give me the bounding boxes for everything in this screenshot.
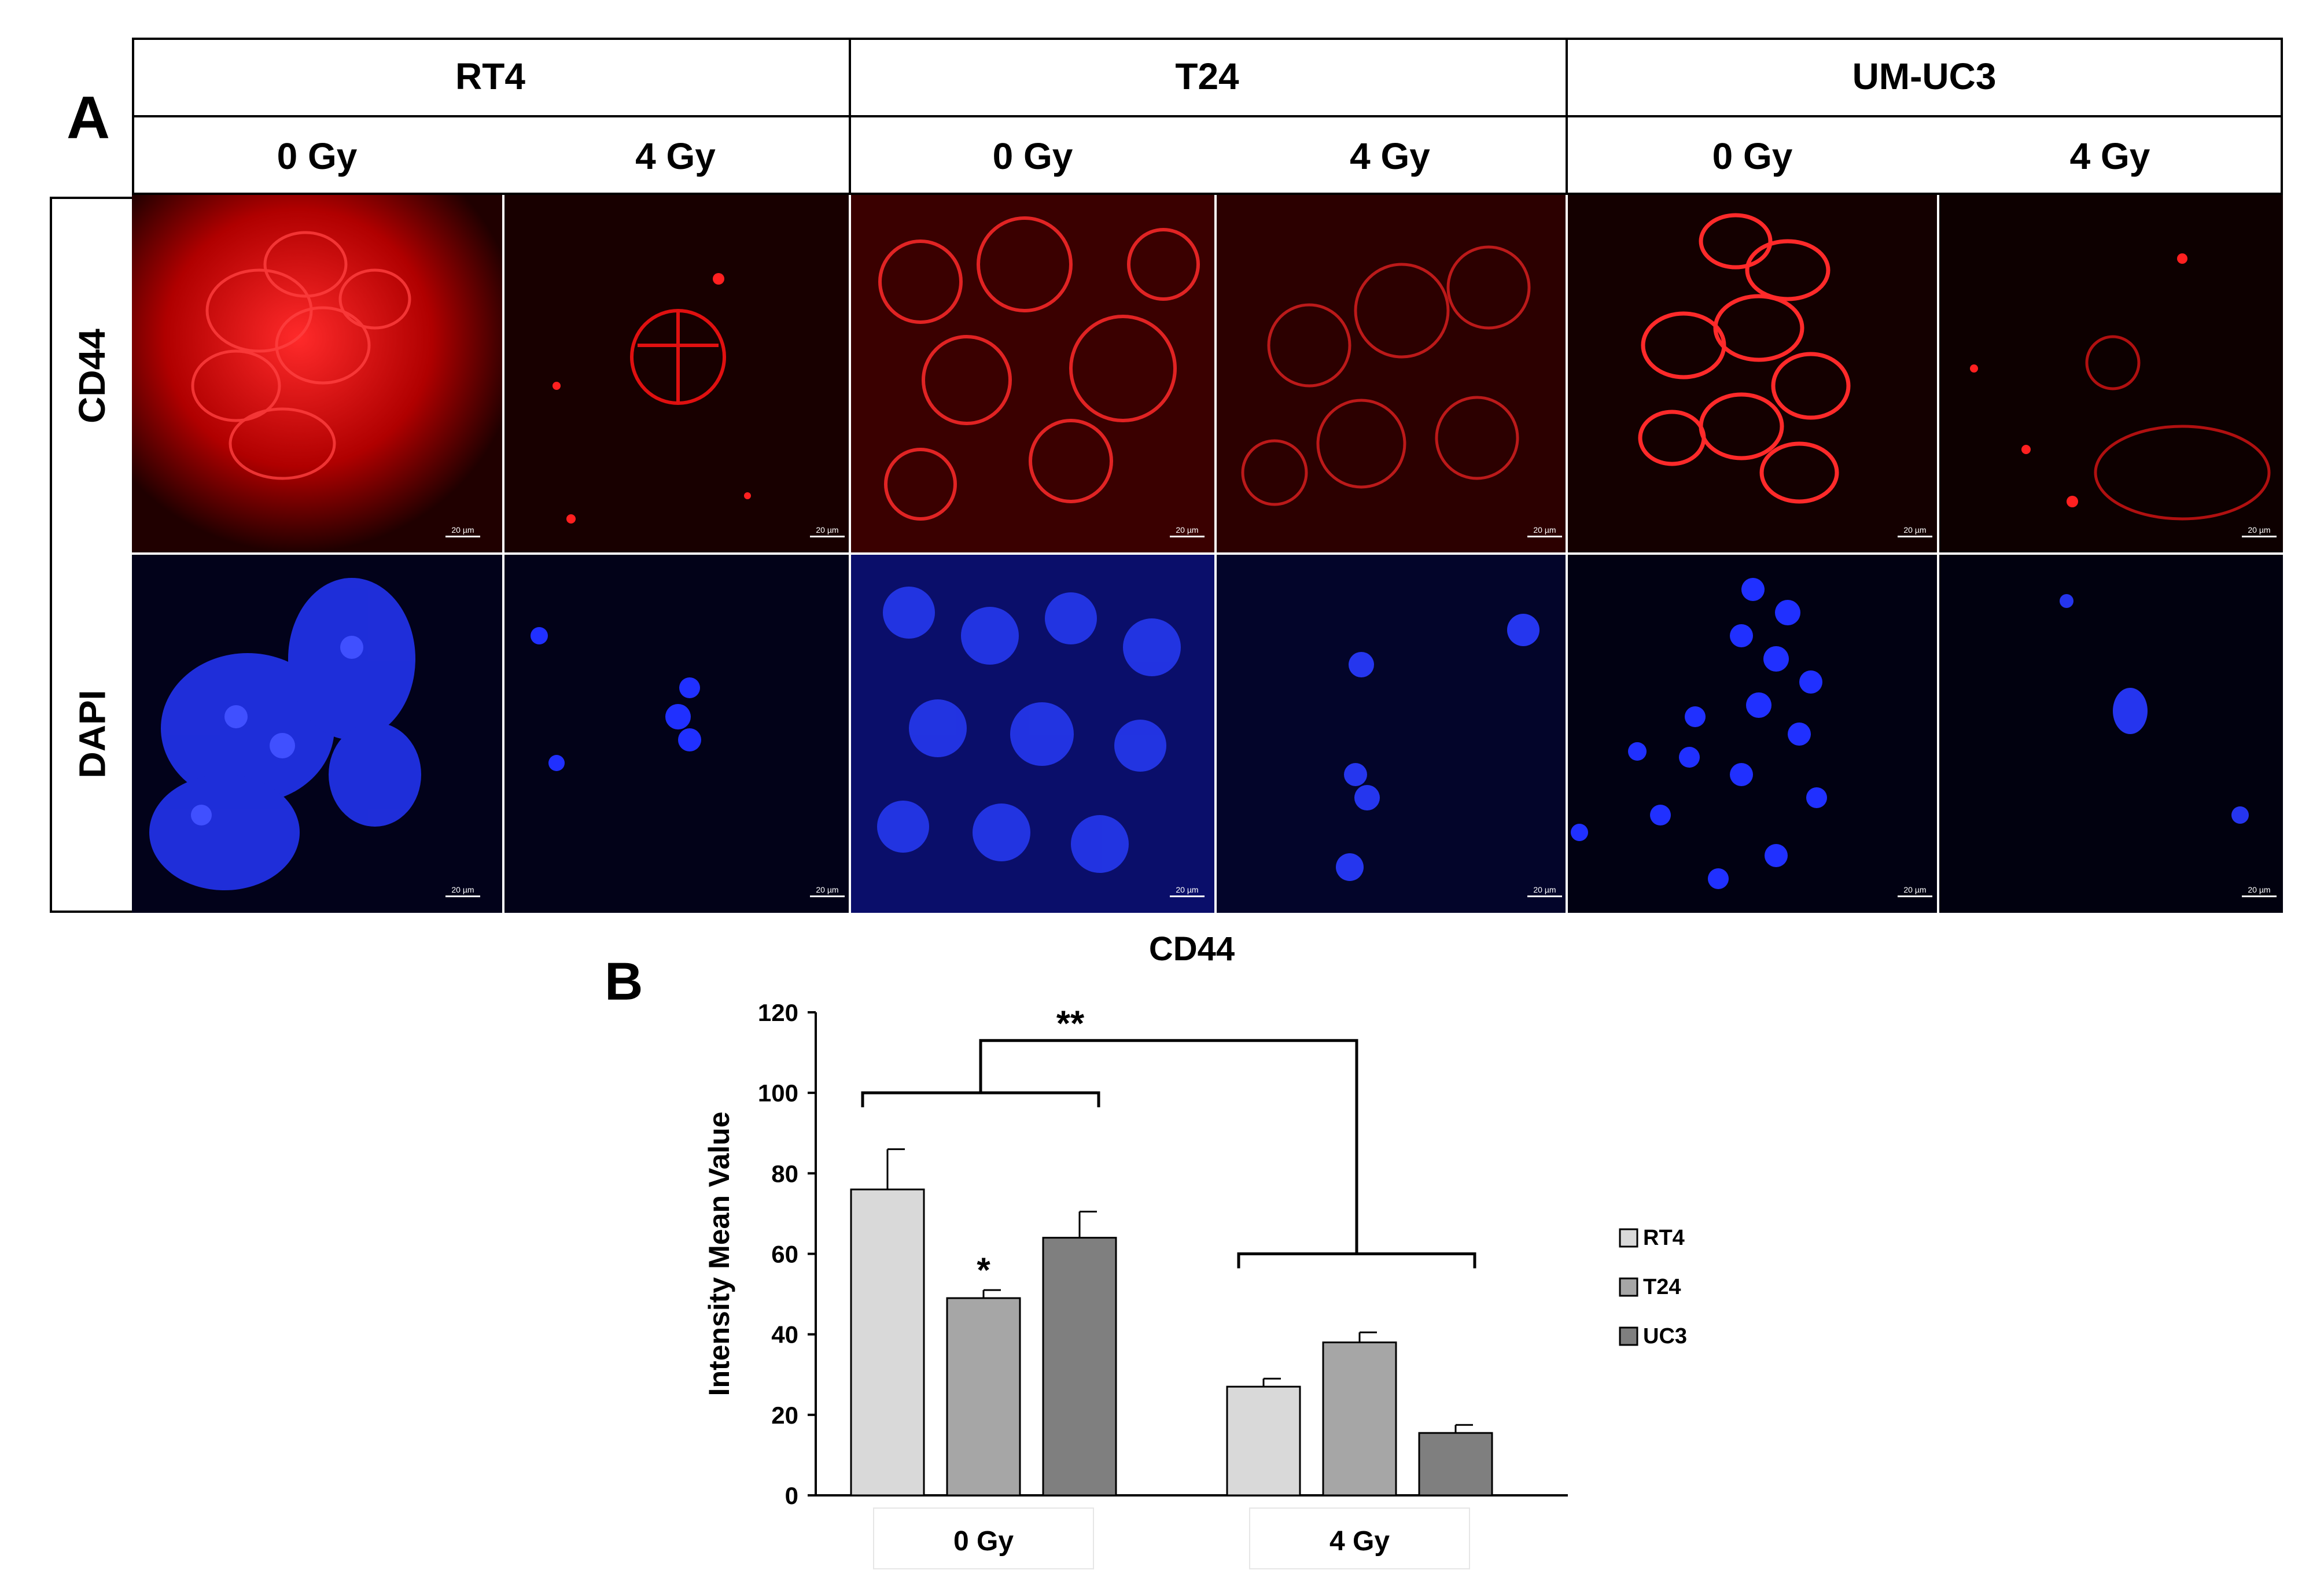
- micrograph-cd44-t24-4gy: [1217, 195, 1566, 552]
- y-tick-label: 20: [771, 1402, 798, 1429]
- dose-header-rt4-4gy: 4 Gy: [635, 135, 716, 177]
- bracket-4gy: [1237, 1252, 1476, 1269]
- legend-swatch-t24: [1619, 1277, 1638, 1297]
- micrograph-dapi-rt4-4gy: [504, 555, 849, 913]
- micrograph-dapi-rt4-0gy: [132, 555, 502, 913]
- bar-uc3-0: [1042, 1237, 1117, 1497]
- scale-bar-12: 20 µm: [2242, 885, 2277, 897]
- cell-line-header-t24: T24: [1175, 56, 1239, 97]
- scale-bar-10: 20 µm: [1527, 885, 1562, 897]
- dose-header-umuc3-4gy: 4 Gy: [2069, 135, 2150, 177]
- scale-bar-1: 20 µm: [445, 525, 480, 537]
- y-tick-label: 0: [785, 1482, 798, 1509]
- row-label-dapi: DAPI: [71, 690, 113, 779]
- significance-single: *: [977, 1251, 990, 1289]
- bar-rt4-0: [850, 1188, 925, 1497]
- legend-swatch-uc3: [1619, 1326, 1638, 1346]
- x-tick-label: 4 Gy: [1329, 1526, 1390, 1557]
- micrograph-cd44-t24-0gy: [851, 195, 1214, 552]
- header-divider-v2: [1566, 38, 1568, 195]
- scale-bar-2: 20 µm: [810, 525, 845, 537]
- legend-swatch-rt4: [1619, 1228, 1638, 1248]
- bar-t24-0: [946, 1297, 1021, 1497]
- y-tick-label: 60: [771, 1241, 798, 1268]
- row-label-frame: [50, 197, 132, 913]
- micrograph-cd44-rt4-0gy: [132, 195, 502, 552]
- scale-bar-9: 20 µm: [1170, 885, 1205, 897]
- micrograph-dapi-t24-0gy: [851, 555, 1214, 913]
- dose-header-t24-4gy: 4 Gy: [1350, 135, 1430, 177]
- bar-t24-1: [1322, 1341, 1397, 1497]
- category-box: [1249, 1507, 1470, 1569]
- micrograph-dapi-t24-4gy: [1217, 555, 1566, 913]
- chart-title: CD44: [1149, 930, 1235, 968]
- micrograph-dapi-umuc3-0gy: [1568, 555, 1937, 913]
- scale-bar-6: 20 µm: [2242, 525, 2277, 537]
- x-tick-label: 0 Gy: [953, 1526, 1014, 1557]
- significance-double: **: [1056, 1004, 1085, 1044]
- header-divider-v1: [849, 38, 851, 195]
- panel-a-label: A: [67, 84, 111, 152]
- scale-bar-11: 20 µm: [1898, 885, 1932, 897]
- scale-bar-4: 20 µm: [1527, 525, 1562, 537]
- y-axis-label: Intensity Mean Value: [703, 1112, 735, 1396]
- bar-rt4-1: [1226, 1385, 1301, 1497]
- bracket-0gy: [861, 1091, 1100, 1108]
- y-tick-label: 40: [771, 1321, 798, 1348]
- y-tick-label: 100: [758, 1079, 798, 1107]
- dose-header-umuc3-0gy: 0 Gy: [1712, 135, 1793, 177]
- legend-label-uc3: UC3: [1643, 1324, 1687, 1348]
- header-divider-h: [132, 115, 2283, 117]
- cell-line-header-rt4: RT4: [455, 56, 525, 97]
- dose-header-rt4-0gy: 0 Gy: [277, 135, 358, 177]
- row-label-cd44: CD44: [71, 329, 113, 423]
- micrograph-cd44-umuc3-0gy: [1568, 195, 1937, 552]
- legend-label-rt4: RT4: [1643, 1226, 1685, 1250]
- scale-bar-3: 20 µm: [1170, 525, 1205, 537]
- panel-b-label: B: [605, 952, 643, 1011]
- category-box: [873, 1507, 1094, 1569]
- legend-label-t24: T24: [1643, 1275, 1681, 1299]
- micrograph-cd44-umuc3-4gy: [1939, 195, 2283, 552]
- y-tick-label: 120: [758, 999, 798, 1026]
- y-tick-label: 80: [771, 1160, 798, 1187]
- micrograph-cd44-rt4-4gy: [504, 195, 849, 552]
- scale-bar-5: 20 µm: [1898, 525, 1932, 537]
- scale-bar-7: 20 µm: [445, 885, 480, 897]
- dose-header-t24-0gy: 0 Gy: [992, 135, 1073, 177]
- cell-line-header-umuc3: UM-UC3: [1852, 56, 1997, 97]
- scale-bar-8: 20 µm: [810, 885, 845, 897]
- bar-uc3-1: [1418, 1432, 1493, 1497]
- micrograph-dapi-umuc3-4gy: [1939, 555, 2283, 913]
- bracket-connector: [979, 1039, 1358, 1254]
- bar-chart: CD44 Intensity Mean Value 0 20 40 60 80 100 120 0…: [683, 926, 1724, 1591]
